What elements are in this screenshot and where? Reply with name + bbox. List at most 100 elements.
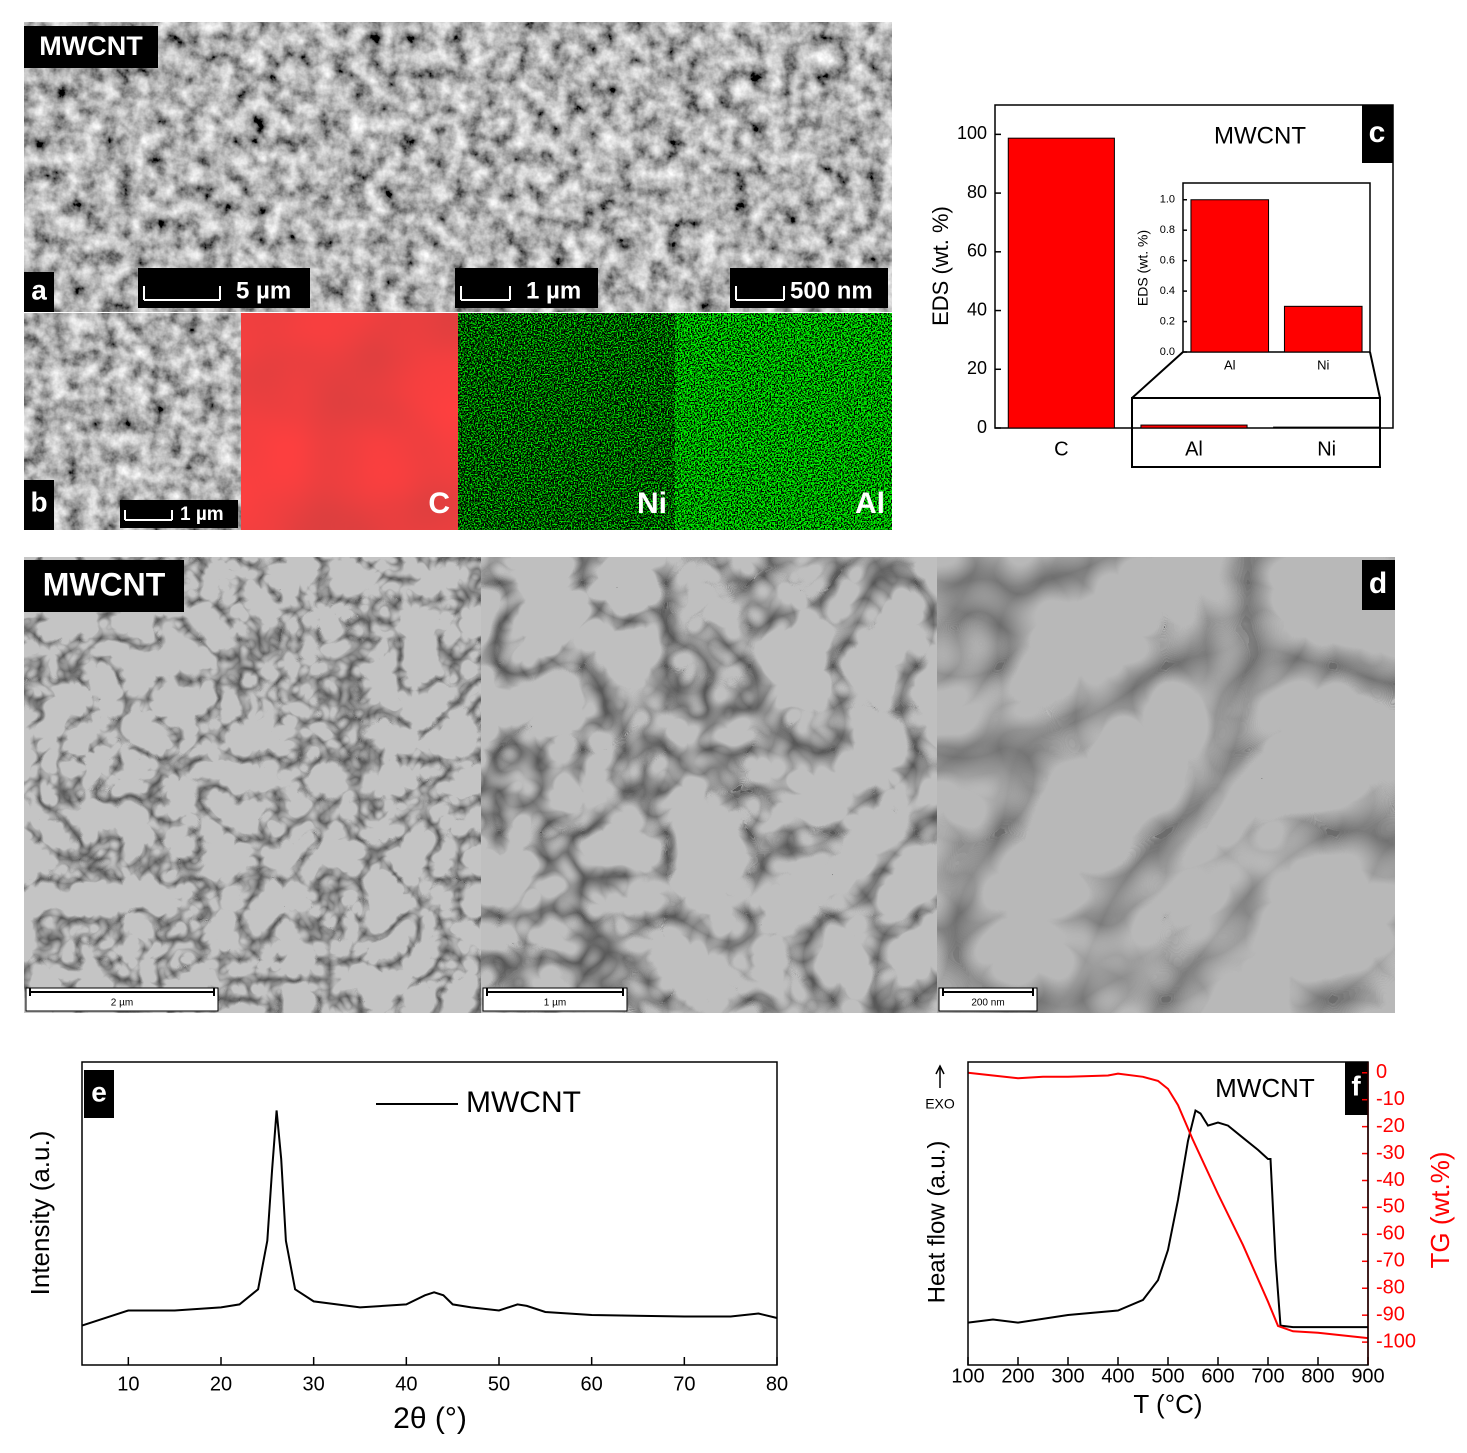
x-axis-label: 2θ (°) bbox=[393, 1402, 467, 1435]
bar bbox=[1283, 305, 1363, 353]
exo-arrow bbox=[935, 1064, 945, 1088]
y-axis-label: Heat flow (a.u.) bbox=[923, 1141, 950, 1304]
x-tick-label: Al bbox=[1185, 438, 1203, 460]
element-label: Al bbox=[855, 487, 885, 520]
x-axis-label: T (°C) bbox=[1133, 1389, 1202, 1419]
scale-label: 5 µm bbox=[236, 277, 291, 304]
x-tick-label: 800 bbox=[1301, 1365, 1334, 1387]
chart-f: Heat flow (a.u.) TG (wt.%) T (°C) MWCNT … bbox=[923, 1062, 1455, 1419]
y-tick-label: 80 bbox=[967, 182, 987, 202]
bar bbox=[1273, 426, 1381, 429]
sample-label: MWCNT bbox=[39, 31, 143, 61]
y-tick-label: -80 bbox=[1376, 1277, 1405, 1299]
tem-image bbox=[937, 557, 1395, 1013]
scale-bar bbox=[124, 510, 173, 521]
scale-bar bbox=[735, 286, 785, 301]
legend-label: MWCNT bbox=[466, 1086, 581, 1119]
label-box bbox=[1362, 560, 1395, 610]
scale-label: 1 µm bbox=[544, 998, 566, 1009]
x-tick-label: 40 bbox=[395, 1373, 417, 1395]
y-tick-label: 0.2 bbox=[1160, 315, 1175, 327]
panel-label: f bbox=[1351, 1070, 1361, 1101]
map-carbon bbox=[241, 313, 458, 530]
panel-label: e bbox=[91, 1076, 107, 1107]
label-box bbox=[84, 1070, 114, 1118]
y-tick-label: 0 bbox=[977, 417, 987, 437]
x-tick-label: Ni bbox=[1317, 438, 1336, 460]
y-tick-label: 0.8 bbox=[1160, 224, 1175, 236]
y-tick-label: -70 bbox=[1376, 1250, 1405, 1272]
x-tick-label: 600 bbox=[1201, 1365, 1234, 1387]
y-tick-label: 100 bbox=[957, 123, 987, 143]
y-tick-label: -30 bbox=[1376, 1142, 1405, 1164]
sem-image bbox=[603, 22, 892, 312]
y-tick-label: 0.0 bbox=[1160, 346, 1175, 358]
scale-bar bbox=[460, 286, 511, 301]
x-tick-label: 20 bbox=[210, 1373, 232, 1395]
scale-box bbox=[138, 268, 310, 308]
x-tick-label: 60 bbox=[581, 1373, 603, 1395]
x-tick-label: 30 bbox=[303, 1373, 325, 1395]
scale-box bbox=[120, 500, 238, 528]
x-tick-label: 10 bbox=[117, 1373, 139, 1395]
scale-label: 1 µm bbox=[180, 504, 224, 525]
y-axis-label: Intensity (a.u.) bbox=[25, 1131, 55, 1296]
tem-image bbox=[481, 557, 937, 1013]
label-box bbox=[24, 560, 184, 612]
y-tick-label: 60 bbox=[967, 241, 987, 261]
y-tick-label: 0.4 bbox=[1160, 285, 1175, 297]
sem-row: MWCNT a 5 µm 1 µm 500 nm bbox=[24, 22, 892, 312]
tem-row: MWCNT d 2 µm 1 µm 200 nm bbox=[24, 557, 1395, 1013]
x-tick-label: 400 bbox=[1101, 1365, 1134, 1387]
x-tick-label: C bbox=[1054, 438, 1068, 460]
y-tick-label: 0.6 bbox=[1160, 255, 1175, 267]
x-tick-label: 300 bbox=[1051, 1365, 1084, 1387]
x-tick-label: 500 bbox=[1151, 1365, 1184, 1387]
plot-frame bbox=[967, 1061, 1369, 1366]
x-tick-label: 100 bbox=[951, 1365, 984, 1387]
sem-image bbox=[24, 313, 241, 530]
annotation: MWCNT bbox=[1215, 1073, 1315, 1103]
x-tick-label: Ni bbox=[1317, 357, 1329, 372]
eds-map-row: b 1 µm C Ni Al bbox=[24, 313, 892, 530]
panel-label: c bbox=[1369, 116, 1386, 149]
chart-c: EDS (wt. %) MWCNT c EDS (wt. %) bbox=[928, 105, 1393, 468]
scale-box bbox=[482, 987, 628, 1012]
y-tick-label: 40 bbox=[967, 299, 987, 319]
scale-bar bbox=[143, 286, 221, 301]
y-tick-label: -10 bbox=[1376, 1088, 1405, 1110]
scale-box bbox=[25, 987, 219, 1012]
exo-label: EXO bbox=[925, 1096, 955, 1112]
label-box bbox=[1345, 1062, 1368, 1115]
data-line bbox=[81, 1110, 778, 1327]
panel-label: a bbox=[31, 274, 47, 305]
scale-bar bbox=[29, 988, 215, 996]
plot-frame bbox=[1182, 182, 1371, 353]
panel-label: b bbox=[30, 486, 47, 517]
data-line bbox=[967, 1108, 1368, 1329]
y-tick-label: 20 bbox=[967, 358, 987, 378]
chart-e: Intensity (a.u.) 2θ (°) e bbox=[25, 1070, 467, 1435]
y-tick-label: -100 bbox=[1376, 1330, 1416, 1352]
scale-bar bbox=[486, 988, 624, 996]
x-tick-label: 700 bbox=[1251, 1365, 1284, 1387]
map-aluminium bbox=[675, 313, 892, 530]
x-tick-label: 80 bbox=[766, 1373, 788, 1395]
y2-axis-label: TG (wt.%) bbox=[1425, 1152, 1455, 1269]
map-nickel bbox=[458, 313, 675, 530]
annotation: MWCNT bbox=[1214, 122, 1306, 149]
sem-image bbox=[315, 22, 603, 312]
y-axis-label: EDS (wt. %) bbox=[928, 206, 953, 326]
panel-label: d bbox=[1369, 567, 1387, 600]
y-tick-label: -90 bbox=[1376, 1303, 1405, 1325]
tem-image bbox=[24, 557, 481, 1013]
inset-y-axis-label: EDS (wt. %) bbox=[1135, 230, 1151, 306]
plot-frame bbox=[81, 1061, 778, 1366]
zoom-lines bbox=[1131, 351, 1381, 399]
scale-label: 2 µm bbox=[111, 998, 133, 1009]
y-tick-label: -60 bbox=[1376, 1223, 1405, 1245]
x-tick-label: Al bbox=[1224, 357, 1236, 372]
label-box bbox=[24, 480, 54, 530]
